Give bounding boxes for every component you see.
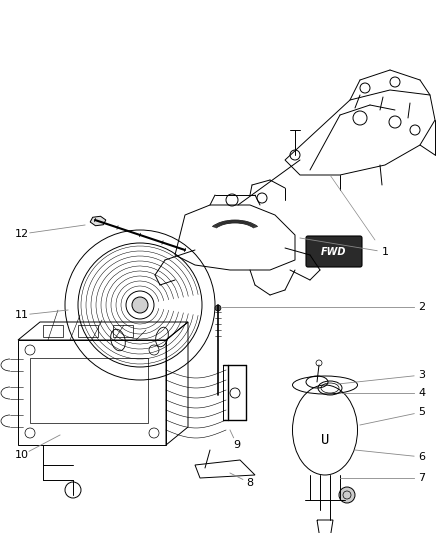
Text: 3: 3 — [418, 370, 425, 380]
Text: 1: 1 — [381, 247, 389, 257]
Text: 8: 8 — [247, 478, 254, 488]
Circle shape — [215, 305, 221, 311]
FancyBboxPatch shape — [306, 236, 362, 267]
Text: 12: 12 — [15, 229, 29, 239]
Circle shape — [132, 297, 148, 313]
Text: 10: 10 — [15, 450, 29, 460]
Text: U: U — [321, 433, 329, 447]
Text: 6: 6 — [418, 452, 425, 462]
Circle shape — [339, 487, 355, 503]
Text: 7: 7 — [418, 473, 426, 483]
Text: 4: 4 — [418, 388, 426, 398]
Polygon shape — [90, 216, 106, 226]
Text: FWD: FWD — [321, 247, 347, 257]
Text: 5: 5 — [418, 407, 425, 417]
Text: 9: 9 — [233, 440, 240, 450]
Text: 2: 2 — [418, 302, 426, 312]
Text: 11: 11 — [15, 310, 29, 320]
